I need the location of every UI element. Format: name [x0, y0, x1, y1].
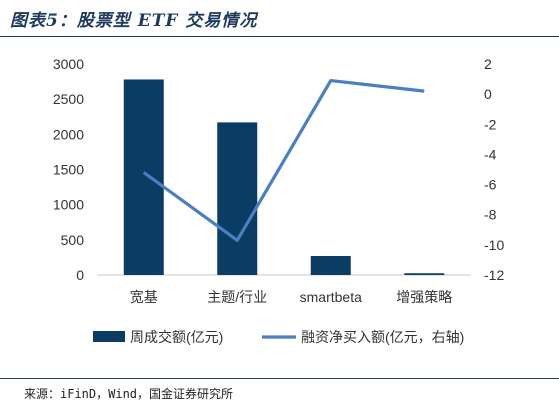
left-tick-label: 0: [76, 267, 84, 283]
x-tick-label: 宽基: [130, 289, 158, 305]
bar-3: [404, 273, 445, 275]
legend-line-label: 融资净买入额(亿元，右轴): [301, 329, 464, 345]
right-tick-label: -10: [484, 237, 504, 253]
left-tick-label: 3000: [53, 56, 84, 72]
source-divider: [0, 378, 559, 379]
left-tick-label: 2000: [53, 126, 84, 142]
right-tick-label: -4: [484, 146, 497, 162]
line-series: [142, 78, 425, 242]
right-tick-label: 0: [484, 86, 492, 102]
legend-bar-swatch: [93, 331, 125, 342]
chart-title: 图表5：股票型 ETF 交易情况: [10, 11, 258, 31]
x-tick-label: 增强策略: [396, 289, 452, 305]
legend: 周成交额(亿元) 融资净买入额(亿元，右轴): [93, 329, 464, 345]
right-tick-label: -2: [484, 116, 497, 132]
right-tick-label: -12: [484, 267, 504, 283]
line-path: [142, 78, 425, 242]
left-y-axis: 0 500 1000 1500 2000 2500 3000: [53, 56, 84, 283]
left-tick-label: 500: [61, 232, 85, 248]
left-tick-label: 1500: [53, 162, 84, 178]
right-tick-label: -8: [484, 207, 497, 223]
x-tick-label: 主题/行业: [207, 289, 267, 305]
x-tick-label: smartbeta: [300, 289, 362, 305]
bar-2: [310, 256, 351, 275]
right-tick-label: 2: [484, 56, 492, 72]
bar-0: [123, 79, 164, 276]
left-tick-label: 2500: [53, 91, 84, 107]
x-axis-labels: 宽基 主题/行业 smartbeta 增强策略: [130, 289, 453, 305]
right-y-axis: -12 -10 -8 -6 -4 -2 0 2: [484, 56, 504, 283]
right-tick-label: -6: [484, 177, 497, 193]
title-divider: [0, 36, 559, 37]
legend-bar-label: 周成交额(亿元): [130, 329, 223, 345]
bar-series: [123, 79, 445, 276]
left-tick-label: 1000: [53, 197, 84, 213]
bar-1: [217, 122, 258, 275]
source-note: 来源：iFinD，Wind，国金证券研究所: [24, 387, 234, 401]
